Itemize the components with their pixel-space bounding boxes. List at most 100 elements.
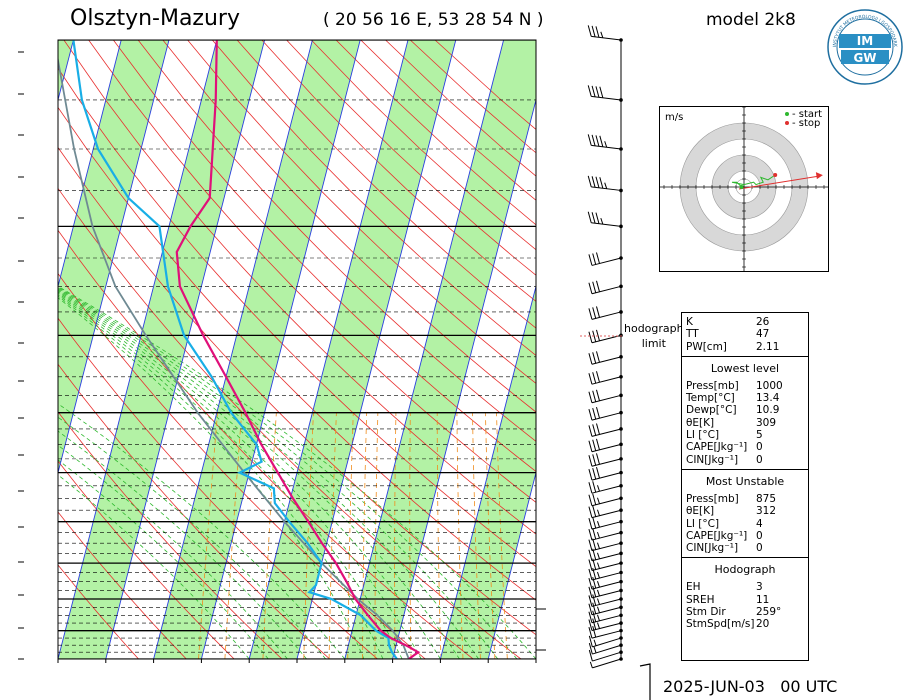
stat-value: 10.9	[756, 404, 780, 417]
wind-barb-flag	[587, 211, 592, 223]
wind-barb-flag	[588, 517, 593, 530]
isotherm	[392, 98, 536, 659]
stat-key: StmSpd[m/s]	[686, 618, 755, 631]
wind-barb-flag	[588, 468, 593, 481]
wind-barb-flag	[592, 517, 597, 529]
hodograph-ticks	[663, 106, 825, 268]
wind-barb-shaft	[591, 144, 622, 150]
wind-barb-flag	[592, 372, 597, 384]
wind-barb-halfflag	[597, 614, 600, 621]
stat-value: 47	[756, 328, 770, 341]
wind-barb-flag	[588, 482, 593, 494]
hodograph-start-point	[739, 185, 744, 189]
wind-barb-flag	[595, 176, 600, 188]
wind-barb-flag	[595, 86, 600, 98]
moist-adiabat	[58, 285, 536, 659]
wind-barb-halfflag	[589, 661, 593, 669]
wind-barb-flag	[588, 506, 593, 518]
wind-barb-halfflag	[597, 622, 600, 629]
isotherm-band	[344, 40, 536, 659]
wind-barb-flag	[588, 626, 593, 639]
wind-barb-shaft	[591, 622, 622, 632]
wind-barb-flag	[592, 330, 597, 342]
wind-barb-halfflag	[597, 485, 600, 492]
wind-barb-halfflag	[597, 589, 600, 597]
valid-time: 2025-JUN-03 00 UTC	[663, 677, 837, 696]
wind-barb-flag	[587, 134, 592, 146]
wind-barb-shaft	[591, 186, 622, 191]
isotherm-band	[58, 40, 265, 659]
station-name: Olsztyn-Mazury	[70, 6, 240, 31]
stat-key: CAPE[Jkg⁻¹]	[686, 441, 748, 454]
hodograph-start-marker	[785, 112, 789, 116]
stat-value: 5	[756, 429, 763, 442]
hodograph-line	[731, 174, 776, 188]
moist-adiabat	[58, 416, 326, 659]
wind-barb-shaft	[591, 257, 622, 266]
stat-key: K	[686, 316, 693, 328]
wind-barb-flag	[588, 440, 593, 452]
wind-barb-halfflag	[597, 552, 600, 559]
logo-text-gw: GW	[853, 51, 876, 65]
stat-key: Press[mb]	[686, 379, 739, 392]
stat-key: LI [°C]	[686, 517, 720, 530]
stat-key: Press[mb]	[686, 492, 739, 505]
moist-adiabat	[58, 474, 250, 659]
dry-adiabat	[187, 40, 536, 384]
stat-row: CIN[Jkg⁻¹] 0	[682, 454, 808, 466]
wind-barb-shaft	[592, 644, 622, 655]
indices-section: K 26 TT 47 PW[cm] 2.11	[682, 313, 808, 357]
stat-value: 259°	[756, 606, 782, 619]
hodograph-stats-title: Hodograph	[714, 563, 776, 577]
wind-barb-flag	[588, 455, 593, 467]
wind-barb-flag	[587, 175, 592, 187]
isotherm-band	[249, 40, 456, 659]
wind-barb-flag	[588, 353, 593, 365]
wind-barb-flag	[588, 635, 593, 648]
stat-key: LI [°C]	[686, 429, 720, 442]
stat-key: θE[K]	[686, 416, 715, 429]
wind-barb-shaft	[591, 95, 622, 101]
isotherm	[296, 40, 457, 659]
hodograph-unit: m/s	[665, 112, 683, 123]
stat-value: 0	[756, 529, 763, 542]
wind-barb-shaft	[591, 443, 622, 453]
stat-key: EH	[686, 581, 701, 594]
axes	[18, 51, 546, 663]
wind-barb-flag	[588, 408, 593, 421]
wind-barb-flag	[592, 576, 597, 589]
stat-key: θE[K]	[686, 505, 715, 518]
stat-value: 13.4	[756, 392, 780, 405]
wind-barb-shaft	[591, 581, 622, 590]
wind-barb-flag	[596, 389, 600, 401]
hodograph-legend-stop: - stop	[792, 118, 820, 129]
lowest-level-section: Lowest level Press[mb] 1000 Temp[°C] 13.4 De…	[682, 357, 808, 470]
wind-barb-shaft	[591, 497, 622, 507]
wind-barb-shaft	[591, 532, 622, 541]
valid-date: 2025-JUN-03	[663, 677, 765, 696]
wind-barb-shaft	[591, 606, 622, 616]
wind-barb-flag	[592, 424, 597, 436]
wind-barb-halfflag	[604, 141, 608, 148]
stat-row: θE[K] 309	[682, 417, 808, 429]
stat-key: Stm Dir	[686, 606, 726, 619]
stat-row: EH 3	[682, 581, 808, 593]
stat-row: θE[K] 312	[682, 505, 808, 517]
wind-barb-flag	[596, 423, 600, 435]
wind-barb-flag	[588, 619, 593, 631]
wind-barb-flag	[591, 25, 596, 38]
wind-barb-flag	[596, 351, 600, 363]
logo-band-bottom	[841, 50, 889, 64]
wind-barb-flag	[592, 307, 597, 319]
wind-barb-flag	[591, 176, 596, 188]
wind-barb-flag	[588, 549, 593, 561]
wind-barb-halfflag	[597, 521, 600, 528]
stat-row: Dewp[°C] 10.9	[682, 404, 808, 416]
hodograph-stop-point	[773, 173, 778, 177]
logo-band-top	[839, 34, 891, 48]
stat-key: CAPE[Jkg⁻¹]	[686, 529, 748, 542]
wind-barb-flag	[595, 212, 600, 224]
stat-value: 875	[756, 492, 777, 505]
stat-key: PW[cm]	[686, 340, 727, 353]
